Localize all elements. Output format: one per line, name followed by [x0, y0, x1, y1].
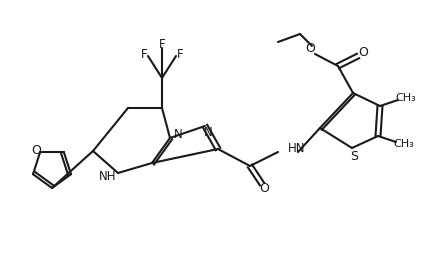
- Text: NH: NH: [99, 170, 117, 184]
- Text: F: F: [159, 37, 165, 50]
- Text: O: O: [305, 42, 315, 56]
- Text: O: O: [31, 144, 41, 157]
- Text: CH₃: CH₃: [396, 93, 416, 103]
- Text: CH₃: CH₃: [393, 139, 415, 149]
- Text: O: O: [358, 46, 368, 59]
- Text: F: F: [141, 48, 147, 60]
- Text: O: O: [259, 183, 269, 196]
- Text: N: N: [174, 127, 182, 141]
- Text: HN: HN: [288, 143, 305, 155]
- Text: S: S: [350, 151, 358, 164]
- Text: F: F: [177, 48, 183, 60]
- Text: N: N: [204, 126, 212, 140]
